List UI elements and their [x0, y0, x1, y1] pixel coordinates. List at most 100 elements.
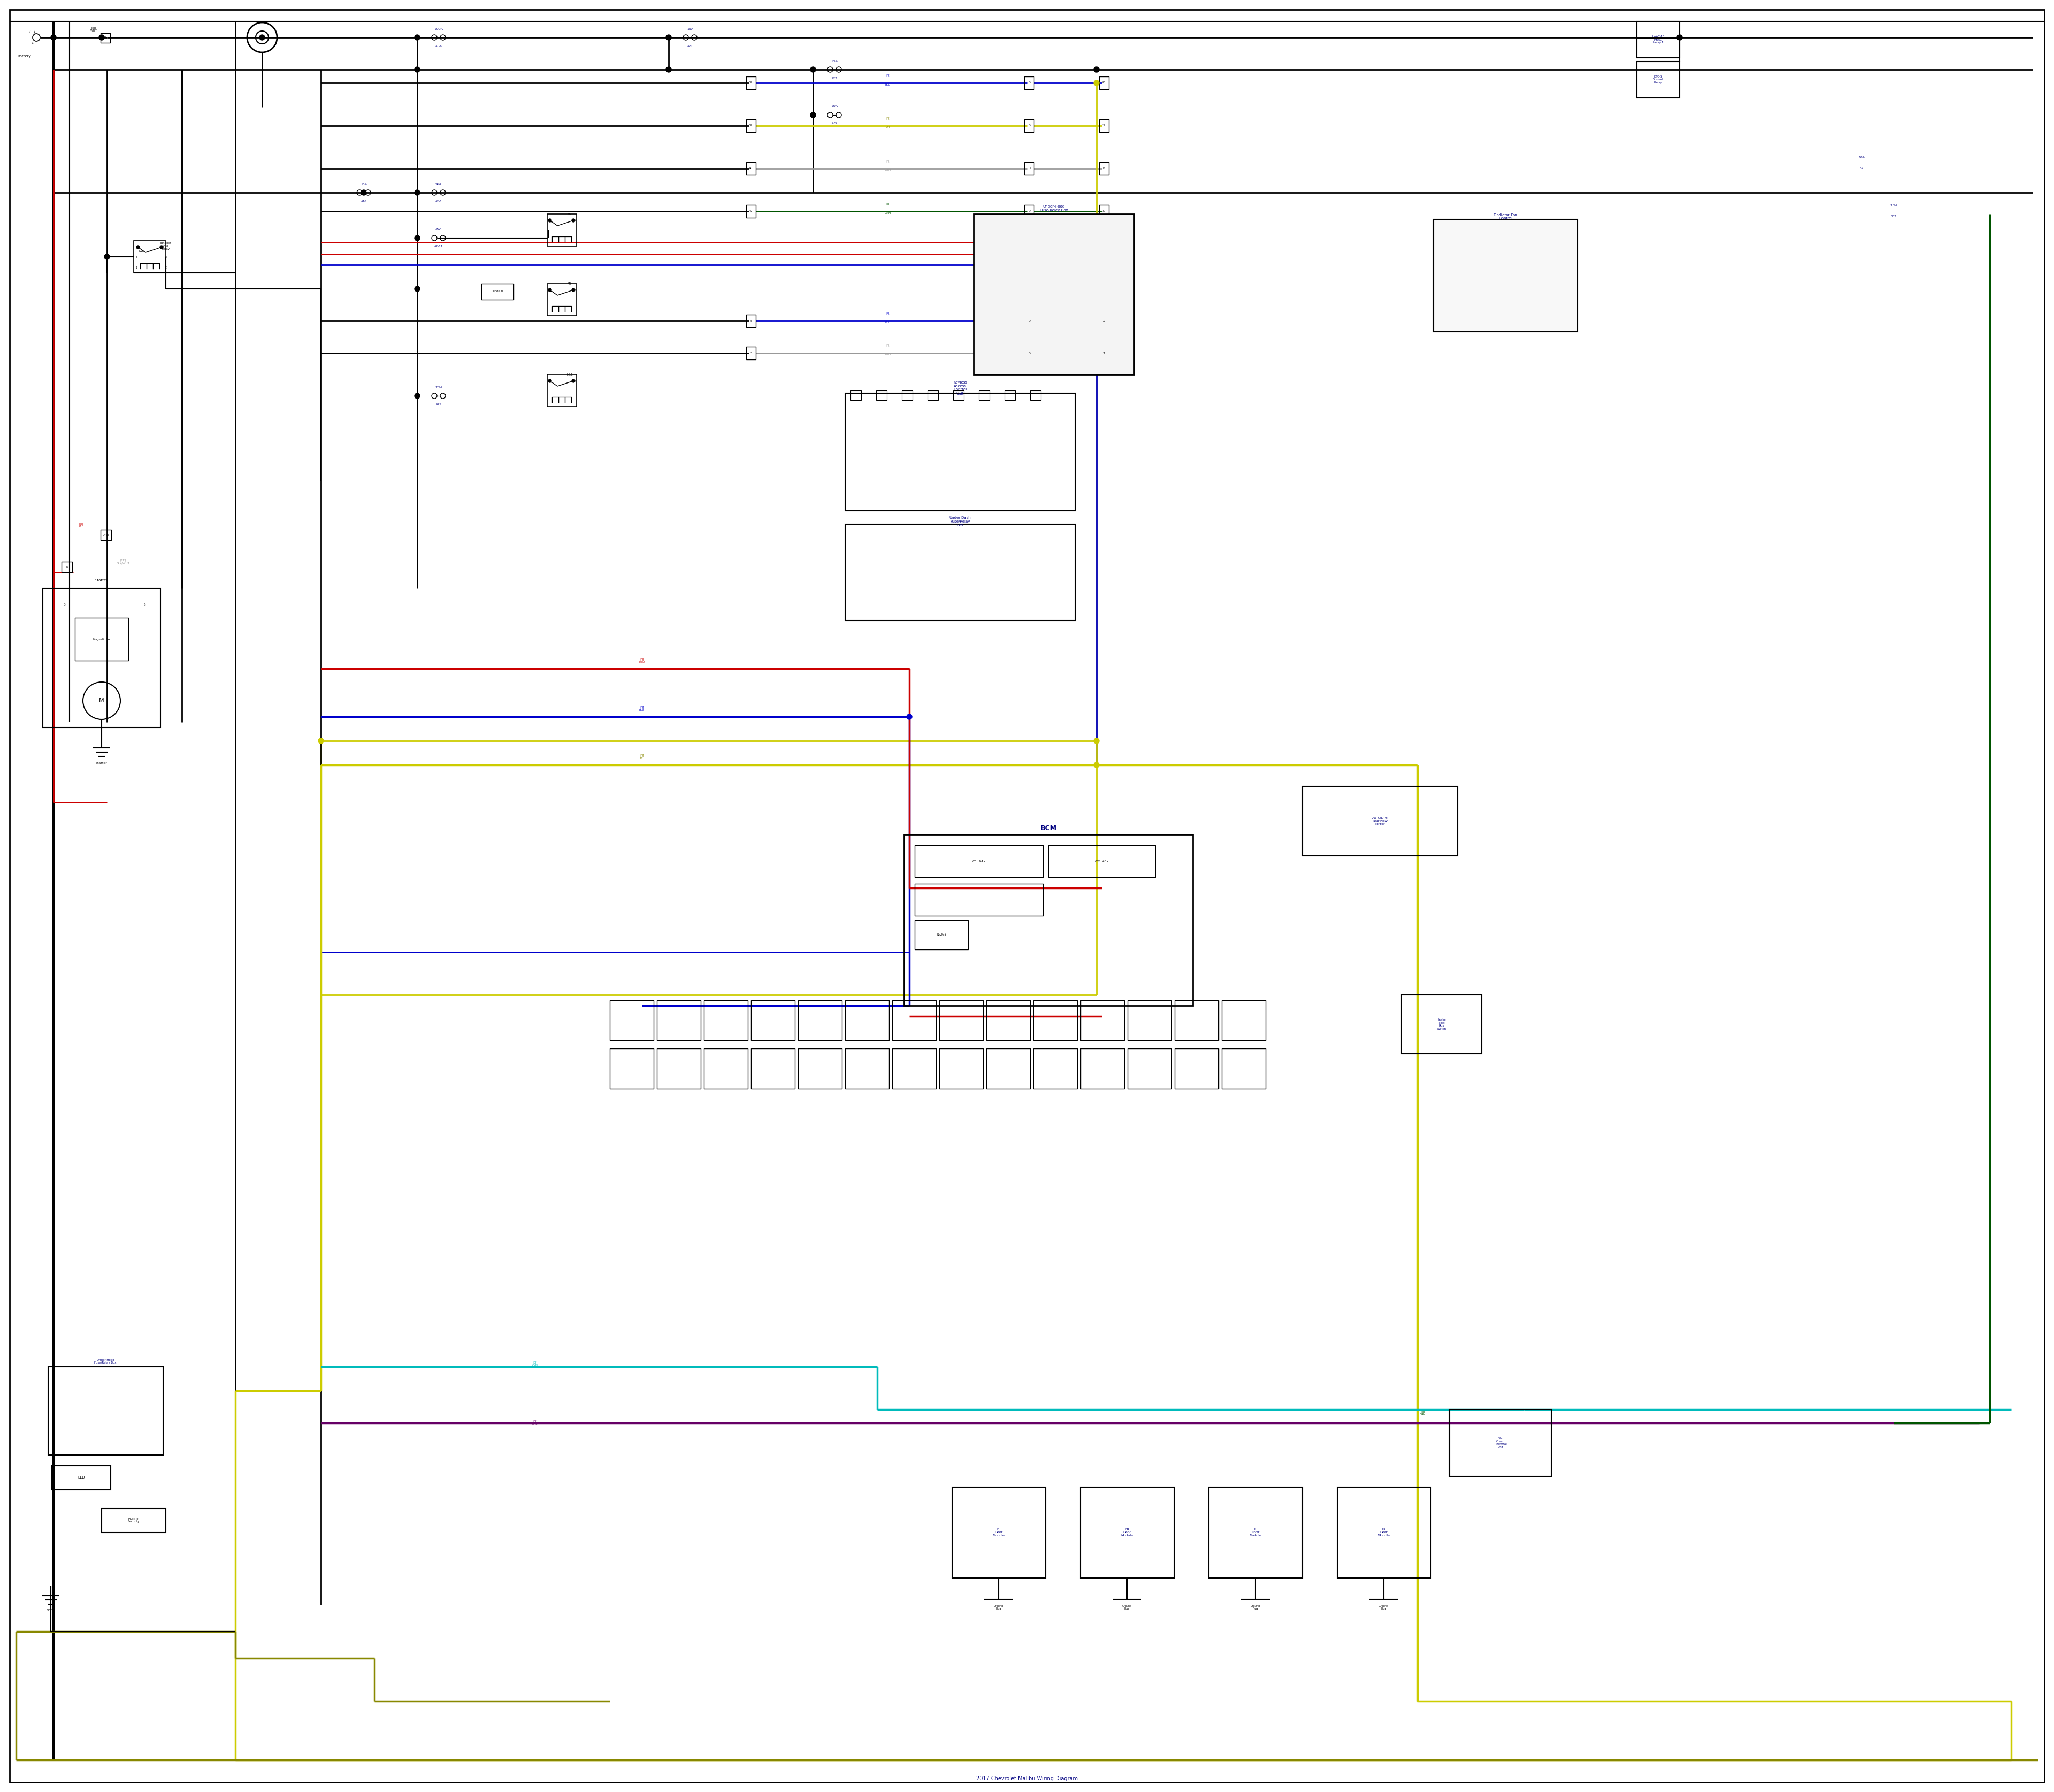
Bar — [752, 1048, 795, 1088]
Text: Magnetic SW: Magnetic SW — [92, 638, 111, 640]
Text: Ground
Plug: Ground Plug — [994, 1604, 1004, 1611]
Text: A1-6: A1-6 — [435, 45, 442, 47]
Bar — [746, 161, 756, 176]
Bar — [1222, 1000, 1265, 1041]
Bar — [546, 213, 577, 246]
Circle shape — [51, 34, 55, 39]
Text: M: M — [99, 699, 105, 704]
Bar — [746, 346, 756, 360]
Text: M11: M11 — [567, 373, 573, 376]
Bar — [1004, 391, 1015, 400]
Bar — [1025, 120, 1033, 133]
Text: FL
Door
Module: FL Door Module — [992, 1529, 1004, 1538]
Bar — [1401, 995, 1481, 1054]
Bar — [546, 283, 577, 315]
Circle shape — [259, 34, 265, 39]
Text: ETC-S
Current
Relay: ETC-S Current Relay — [1653, 75, 1664, 84]
Text: C2  48x: C2 48x — [1095, 860, 1109, 862]
Text: A25: A25 — [435, 403, 442, 405]
Bar — [953, 391, 963, 400]
Bar — [904, 835, 1193, 1005]
Bar — [1080, 1487, 1175, 1579]
Circle shape — [548, 380, 550, 382]
Text: GRN: GRN — [885, 211, 891, 215]
Bar — [610, 1048, 653, 1088]
Bar — [746, 204, 756, 217]
Circle shape — [415, 287, 419, 292]
Circle shape — [415, 66, 419, 72]
Bar — [939, 1000, 984, 1041]
Bar — [657, 1048, 700, 1088]
Bar — [1099, 77, 1109, 90]
Text: 7.5A: 7.5A — [1890, 204, 1898, 208]
Bar — [844, 1048, 889, 1088]
Bar — [101, 34, 111, 43]
Text: Starter: Starter — [94, 579, 109, 582]
Circle shape — [136, 246, 140, 249]
Text: Under Hood
Fuse/Relay Box: Under Hood Fuse/Relay Box — [94, 1358, 117, 1364]
Text: 100A: 100A — [433, 27, 444, 30]
Bar — [902, 391, 912, 400]
Circle shape — [99, 34, 105, 39]
Text: Ground
Plug: Ground Plug — [1121, 1604, 1132, 1611]
Circle shape — [415, 190, 419, 195]
Circle shape — [665, 34, 672, 39]
Bar — [844, 392, 1074, 511]
Text: A2-1: A2-1 — [435, 199, 442, 202]
Text: 80: 80 — [1103, 82, 1105, 84]
Text: A29: A29 — [832, 122, 838, 125]
Bar — [1048, 846, 1154, 878]
Text: Ignition
Coil
Relay: Ignition Coil Relay — [160, 242, 170, 251]
Bar — [928, 391, 939, 400]
Bar — [980, 391, 990, 400]
Circle shape — [1095, 762, 1099, 767]
Text: [EJ]: [EJ] — [885, 73, 891, 77]
Text: BCM: BCM — [1039, 824, 1056, 831]
Text: RR
Door
Module: RR Door Module — [1378, 1529, 1391, 1538]
Text: T4: T4 — [66, 566, 68, 568]
Circle shape — [415, 34, 419, 39]
Bar — [914, 919, 967, 950]
Text: WHT: WHT — [885, 168, 891, 172]
Text: 10A: 10A — [832, 106, 838, 108]
Bar — [1025, 315, 1033, 328]
Text: B2: B2 — [1859, 167, 1863, 170]
Text: 59: 59 — [750, 124, 752, 127]
Bar — [986, 1048, 1031, 1088]
Text: 26: 26 — [1103, 167, 1105, 170]
Circle shape — [415, 235, 419, 240]
Circle shape — [1676, 34, 1682, 39]
Circle shape — [811, 66, 815, 72]
Circle shape — [665, 66, 672, 72]
Bar — [1099, 120, 1109, 133]
Text: 12: 12 — [1103, 124, 1105, 127]
Circle shape — [1095, 66, 1099, 72]
Text: [EJ]
PUR: [EJ] PUR — [532, 1419, 538, 1426]
Text: [EJ]: [EJ] — [885, 312, 891, 315]
Bar — [610, 1000, 653, 1041]
Bar — [1031, 391, 1041, 400]
Bar — [1099, 161, 1109, 176]
Bar — [1099, 315, 1109, 328]
Circle shape — [548, 289, 550, 292]
Text: Radiator Fan
Control: Radiator Fan Control — [1493, 213, 1518, 220]
Text: 42: 42 — [750, 210, 752, 213]
Text: M9: M9 — [567, 213, 571, 215]
Text: 15A: 15A — [362, 183, 368, 185]
Bar — [914, 846, 1043, 878]
Text: M8: M8 — [567, 281, 571, 285]
Bar — [1128, 1000, 1171, 1041]
Text: [EJ]: [EJ] — [885, 344, 891, 348]
Text: (+): (+) — [29, 30, 35, 34]
Circle shape — [318, 738, 325, 744]
Bar — [1302, 787, 1458, 857]
Text: A/C
Comp
Thermal
Prot: A/C Comp Thermal Prot — [1495, 1437, 1506, 1448]
Bar — [1175, 1048, 1218, 1088]
Bar — [914, 883, 1043, 916]
Text: IPDM-TR
Security: IPDM-TR Security — [127, 1518, 140, 1523]
Text: KeyPad: KeyPad — [937, 934, 947, 937]
Text: 19: 19 — [1103, 210, 1105, 213]
Circle shape — [362, 190, 366, 195]
Bar — [891, 1048, 937, 1088]
Bar — [47, 1367, 162, 1455]
